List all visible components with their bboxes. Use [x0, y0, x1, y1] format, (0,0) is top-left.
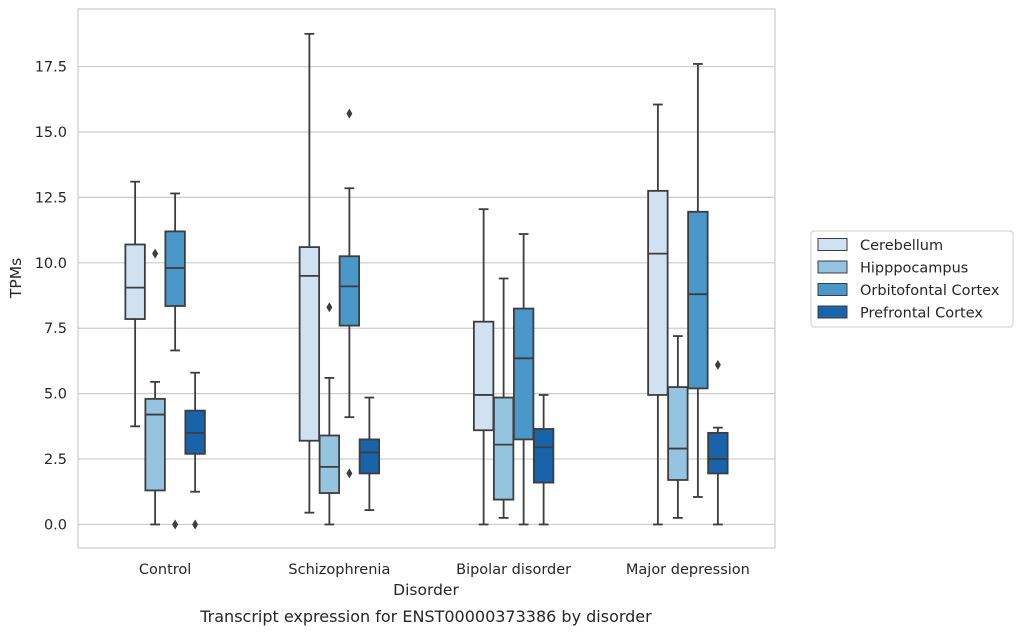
- y-tick-label-3: 7.5: [44, 321, 67, 337]
- y-axis-title: TPMs: [7, 258, 25, 299]
- x-tick-label-2: Bipolar disorder: [456, 562, 571, 578]
- x-tick-label-3: Major depression: [626, 562, 750, 578]
- legend-items: Cerebellum Hipppocampus Orbitofontal Corte…: [817, 238, 1000, 322]
- box-iqr: [532, 428, 555, 484]
- legend-swatch: [817, 283, 848, 296]
- legend-item-3: Prefrontal Cortex: [817, 305, 983, 322]
- legend-swatch: [817, 260, 848, 274]
- y-tick-label-5: 12.5: [35, 190, 67, 206]
- box-1-3: [358, 396, 381, 511]
- box-1-1: [318, 302, 341, 526]
- x-axis-title: Disorder: [393, 581, 459, 599]
- y-tick-label-7: 17.5: [35, 60, 67, 76]
- flier-1: [346, 468, 353, 479]
- y-tick-label-1: 2.5: [44, 452, 67, 468]
- box-iqr: [124, 243, 146, 320]
- legend-swatch: [817, 305, 848, 319]
- box-iqr: [687, 210, 709, 390]
- y-tick-label-4: 10.0: [35, 256, 67, 272]
- x-tick-label-1: Schizophrenia: [288, 562, 390, 578]
- legend-label: Cerebellum: [860, 238, 943, 254]
- flier-0: [192, 519, 199, 530]
- flier-0: [172, 519, 179, 530]
- legend-swatch: [817, 238, 848, 251]
- y-tick-label-0: 0.0: [44, 517, 67, 533]
- box-3-3: [707, 359, 729, 526]
- legend-item-0: Cerebellum: [817, 238, 943, 254]
- box-iqr: [647, 189, 669, 396]
- flier-0: [152, 248, 159, 259]
- box-iqr: [512, 307, 535, 441]
- box-1-2: [338, 108, 361, 479]
- box-iqr: [358, 438, 381, 475]
- chart-caption: Transcript expression for ENST0000037338…: [199, 607, 652, 626]
- legend: Cerebellum Hipppocampus Orbitofontal Corte…: [810, 230, 1014, 328]
- box-iqr: [318, 434, 341, 494]
- box-iqr: [707, 431, 729, 475]
- gridlines: [78, 65, 775, 526]
- box-2-1: [492, 277, 515, 519]
- boxes-layer: [124, 32, 729, 530]
- box-0-3: [184, 371, 206, 530]
- legend-frame: [810, 230, 1014, 328]
- legend-label: Hipppocampus: [860, 261, 968, 277]
- x-tick-label-0: Control: [139, 562, 191, 578]
- box-2-3: [532, 394, 555, 526]
- box-iqr: [472, 320, 495, 432]
- y-tick-label-2: 5.0: [44, 387, 67, 403]
- box-0-2: [164, 192, 186, 530]
- box-iqr: [667, 386, 689, 481]
- box-3-0: [647, 103, 669, 526]
- box-iqr: [298, 246, 321, 442]
- legend-label: Prefrontal Cortex: [860, 306, 983, 322]
- box-2-2: [512, 233, 535, 526]
- y-tick-labels: 0.0 2.5 5.0 7.5 10.0 12.5 15.0 17.5: [35, 60, 67, 534]
- plot-area-frame: [77, 8, 776, 549]
- legend-item-1: Hipppocampus: [817, 260, 968, 277]
- legend-item-2: Orbitofontal Cortex: [817, 283, 1000, 299]
- box-1-0: [298, 32, 321, 514]
- box-3-1: [667, 335, 689, 519]
- box-iqr: [338, 255, 361, 327]
- flier-0: [714, 359, 721, 370]
- box-iqr: [144, 397, 166, 492]
- flier-0: [346, 108, 353, 119]
- box-2-0: [472, 208, 495, 526]
- flier-0: [326, 302, 333, 313]
- x-tick-labels: Control Schizophrenia Bipolar disorder Majo…: [139, 562, 750, 578]
- box-0-0: [124, 180, 146, 428]
- box-0-1: [144, 248, 166, 526]
- box-3-2: [687, 63, 709, 498]
- y-tick-label-6: 15.0: [35, 125, 67, 141]
- legend-label: Orbitofontal Cortex: [860, 283, 1000, 299]
- box-iqr: [492, 396, 515, 501]
